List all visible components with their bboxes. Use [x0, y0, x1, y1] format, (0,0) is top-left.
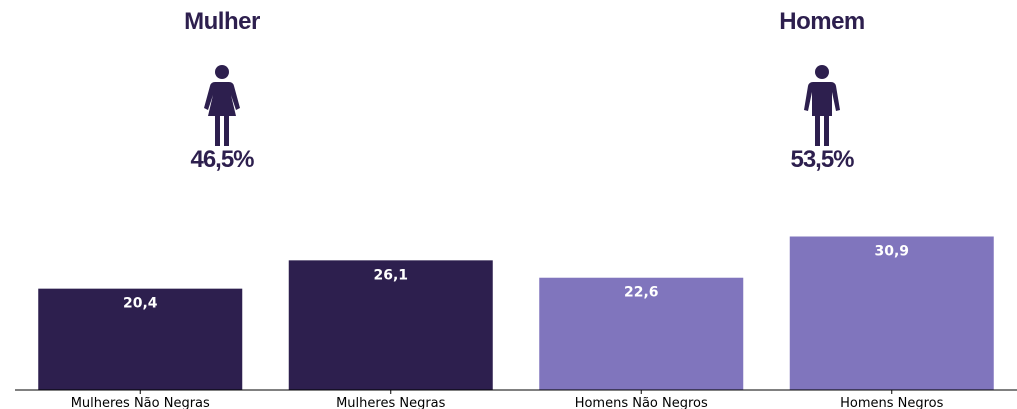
bar-value-label-1: 26,1	[373, 267, 408, 283]
male-title: Homem	[779, 8, 865, 35]
female-title: Mulher	[184, 8, 260, 35]
bar-value-label-0: 20,4	[123, 296, 158, 312]
x-tick-label-3: Homens Negros	[840, 396, 944, 409]
x-tick-label-1: Mulheres Negras	[336, 396, 446, 409]
x-tick-label-2: Homens Não Negros	[575, 396, 708, 409]
female-percent: 46,5%	[190, 146, 254, 173]
bar-0	[38, 288, 243, 390]
bar-2	[539, 277, 744, 390]
x-tick-label-0: Mulheres Não Negras	[71, 396, 210, 409]
female-person-icon	[204, 65, 240, 146]
bar-3	[789, 236, 994, 390]
bar-value-label-2: 22,6	[624, 285, 659, 301]
male-percent: 53,5%	[790, 146, 854, 173]
male-person-icon	[804, 65, 840, 146]
bar-value-label-3: 30,9	[874, 243, 909, 259]
bar-1	[288, 260, 493, 390]
